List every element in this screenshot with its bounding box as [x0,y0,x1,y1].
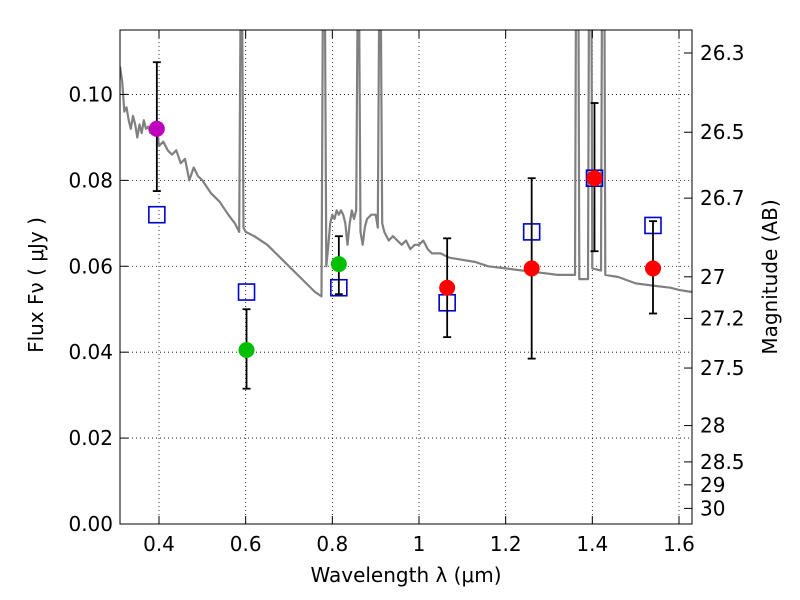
right-tick-label: 27.2 [700,306,745,330]
spectrum-layer [120,30,692,298]
model-spectrum-line [120,30,692,298]
right-axis-label: Magnitude (AB) [758,199,782,354]
model-point-square [237,283,256,301]
x-tick-label: 0.8 [316,532,348,556]
observed-point [238,342,255,359]
x-tick-label: 0.6 [230,532,262,556]
x-tick-label: 1.4 [576,532,608,556]
y-axis-ticks: 0.00 0.02 0.04 0.06 0.08 0.10 [68,82,128,536]
right-tick-label: 30 [700,496,725,520]
observed-point [523,260,540,277]
observed-point [148,120,165,137]
x-tick-label: 1.6 [663,532,695,556]
right-tick-label: 26.7 [700,186,745,210]
x-tick-label: 1 [413,532,426,556]
y-tick-label: 0.04 [68,340,113,364]
y-tick-label: 0.06 [68,254,113,278]
right-tick-label: 27.5 [700,356,745,380]
observed-point [586,170,603,187]
x-tick-label: 1.2 [490,532,522,556]
y-tick-label: 0.10 [68,82,113,106]
right-tick-label: 28 [700,414,725,438]
y-tick-label: 0.02 [68,426,113,450]
right-tick-label: 28.5 [700,450,745,474]
right-tick-label: 26.3 [700,41,745,65]
right-tick-label: 27 [700,265,725,289]
y-tick-label: 0.08 [68,168,113,192]
y-tick-label: 0.00 [68,512,113,536]
observed-point [645,260,661,277]
model-point-square [148,205,166,224]
observed-point [330,256,347,273]
x-axis-ticks: 0.4 0.6 0.8 1 1.2 1.4 1.6 [143,30,695,556]
x-tick-label: 0.4 [143,532,175,556]
right-tick-label: 26.5 [700,120,745,144]
right-tick-label: 29 [700,473,725,497]
observed-points-layer [148,61,661,390]
x-axis-label: Wavelength λ (μm) [310,563,501,587]
observed-point [439,279,456,296]
y-axis-label: Flux Fν ( μJy ) [24,217,48,353]
